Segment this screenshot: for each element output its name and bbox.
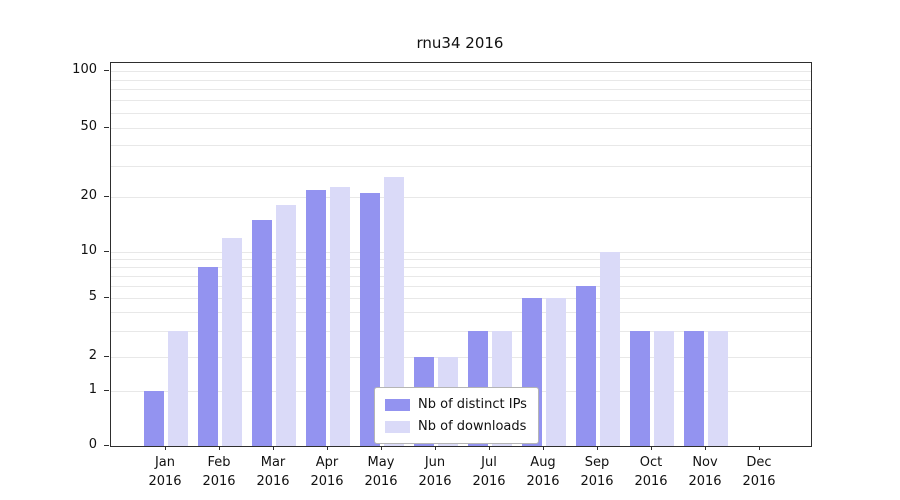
gridline [111, 275, 811, 277]
gridline [111, 259, 811, 260]
x-tick-label: Nov 2016 [688, 455, 722, 489]
gridline [111, 266, 811, 268]
y-axis: 0 1 2 5 10 20 50 100 [0, 62, 110, 452]
bar-nb-of-distinct-ips [630, 330, 650, 446]
gridline [111, 144, 811, 146]
x-tick-mark [759, 446, 760, 450]
y-tick-label: 5 [88, 289, 97, 304]
month-group-jan [139, 63, 193, 446]
x-tick-mark [597, 446, 598, 450]
month-group-oct [625, 63, 679, 446]
month-group-feb [193, 63, 247, 446]
x-tick-label: Aug 2016 [526, 455, 560, 489]
x-tick-label: Apr 2016 [310, 455, 344, 489]
y-tick-mark [104, 390, 109, 391]
legend-item-downloads: Nb of downloads [385, 419, 527, 434]
bar-nb-of-distinct-ips [360, 193, 380, 446]
y-tick-mark [104, 297, 109, 298]
legend-label-distinct-ips: Nb of distinct IPs [418, 397, 527, 412]
gridline [111, 197, 811, 198]
gridline [111, 127, 811, 129]
y-tick-label: 100 [72, 62, 97, 77]
gridline [111, 298, 811, 299]
x-tick-mark [651, 446, 652, 450]
month-group-sep [571, 63, 625, 446]
legend: Nb of distinct IPs Nb of downloads [374, 387, 539, 444]
y-tick-mark [104, 70, 109, 71]
y-tick-label: 1 [88, 382, 97, 397]
gridline [111, 89, 811, 91]
legend-item-distinct-ips: Nb of distinct IPs [385, 397, 527, 412]
y-tick-label: 50 [80, 118, 97, 134]
x-tick-mark [327, 446, 328, 450]
x-tick-label: Jan 2016 [148, 455, 182, 489]
gridline [111, 79, 811, 81]
y-tick-label: 2 [88, 347, 97, 363]
month-group-nov [679, 63, 733, 446]
gridline [111, 113, 811, 114]
x-tick-label: Feb 2016 [202, 455, 236, 489]
legend-swatch-downloads [385, 420, 410, 433]
x-tick-label: May 2016 [364, 455, 398, 489]
chart-title: rnu34 2016 [416, 34, 504, 52]
x-tick-label: Jul 2016 [472, 455, 506, 489]
plot-area: Nb of distinct IPs Nb of downloads [110, 62, 812, 447]
bar-nb-of-downloads [600, 252, 620, 446]
gridline [111, 330, 811, 332]
x-tick-mark [381, 446, 382, 450]
x-tick-mark [705, 446, 706, 450]
month-group-dec [733, 63, 787, 446]
bar-nb-of-distinct-ips [306, 189, 326, 446]
bar-nb-of-distinct-ips [576, 285, 596, 446]
x-tick-label: Oct 2016 [634, 455, 668, 489]
bars-container [139, 63, 787, 446]
y-tick-mark [104, 196, 109, 197]
month-group-apr [301, 63, 355, 446]
bar-nb-of-downloads [330, 186, 350, 446]
legend-label-downloads: Nb of downloads [418, 419, 527, 434]
y-tick-label: 10 [80, 243, 97, 258]
y-tick-mark [104, 355, 109, 357]
x-axis: Jan 2016 Feb 2016 Mar 2016 Apr 2016 May 2016 Jun 20… [0, 446, 900, 500]
bar-nb-of-downloads [546, 298, 566, 446]
x-tick-label: Mar 2016 [256, 455, 290, 489]
y-tick-label: 0 [88, 437, 97, 452]
y-tick-label: 20 [80, 188, 97, 203]
gridline [111, 356, 811, 358]
month-group-may [355, 63, 409, 446]
y-tick-mark [104, 251, 109, 252]
bar-nb-of-downloads [222, 237, 242, 446]
gridline [111, 71, 811, 72]
x-tick-mark [435, 446, 436, 450]
bar-nb-of-distinct-ips [144, 391, 164, 446]
gridline [111, 252, 811, 253]
x-tick-mark [165, 446, 166, 450]
gridline [111, 285, 811, 287]
bar-nb-of-distinct-ips [252, 219, 272, 446]
legend-swatch-distinct-ips [385, 398, 410, 411]
bar-nb-of-downloads [168, 330, 188, 446]
gridline [111, 312, 811, 314]
bar-nb-of-distinct-ips [684, 330, 704, 446]
bar-nb-of-downloads [276, 205, 296, 446]
x-tick-mark [489, 446, 490, 450]
gridline [111, 166, 811, 168]
bar-nb-of-downloads [654, 330, 674, 446]
y-tick-mark [104, 445, 109, 446]
bar-nb-of-downloads [384, 177, 404, 446]
x-tick-mark [219, 446, 220, 450]
x-tick-mark [543, 446, 544, 450]
y-tick-mark [104, 126, 109, 128]
x-tick-label: Jun 2016 [418, 455, 452, 489]
x-tick-label: Dec 2016 [742, 455, 776, 489]
x-tick-label: Sep 2016 [580, 455, 614, 489]
month-group-mar [247, 63, 301, 446]
gridline [111, 100, 811, 102]
x-tick-mark [273, 446, 274, 450]
bar-nb-of-distinct-ips [198, 266, 218, 446]
bar-nb-of-downloads [708, 330, 728, 446]
